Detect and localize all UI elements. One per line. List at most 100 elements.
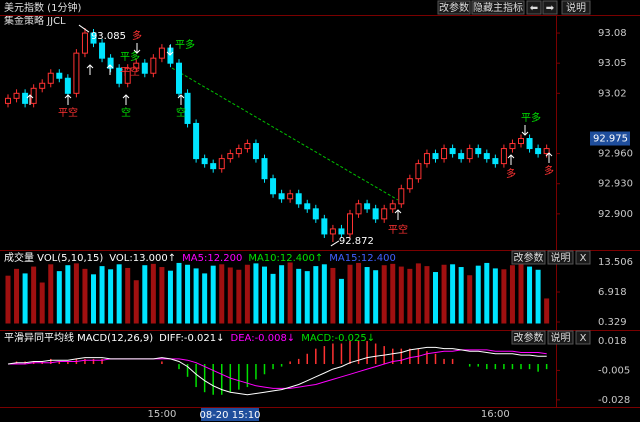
button-frame[interactable] [575,330,591,345]
button-frame[interactable] [471,0,525,15]
candle-body [90,32,97,44]
button-label[interactable]: X [580,333,587,344]
button-label[interactable]: X [580,253,587,264]
button-label[interactable]: 改参数 [514,331,544,344]
volume-bar [210,265,216,324]
button[interactable]: ➡ [542,0,558,15]
volume-bar [91,274,96,324]
volume-bar [253,263,259,324]
button[interactable]: 改参数 [511,330,546,345]
button-frame[interactable] [547,250,574,265]
signal-arrow [166,45,174,56]
strategy-name: 集金策略 JJCL [4,14,66,27]
candle-body [56,72,63,79]
signal-label: 多 [132,29,142,42]
button-frame[interactable] [511,250,546,265]
volume-bar [14,268,20,324]
button-label[interactable]: 说明 [566,1,586,14]
legend-entry: DIFF:-0.021↓ [159,333,224,344]
button[interactable]: 隐藏主指标 [471,0,525,15]
volume-bar [227,267,233,324]
high-label: 93.085 [91,31,126,42]
y-tick-label: 93.08 [598,28,627,39]
button-frame[interactable] [547,330,574,345]
signal-arrow [507,154,515,165]
button[interactable]: 改参数 [511,250,546,265]
volume-bar [433,272,438,324]
candle-body [287,193,294,200]
volume-bar [219,264,225,324]
legend-entry: VOL:13.000↑ [109,253,176,264]
candle-body [398,188,405,205]
volume-bar [65,265,71,324]
volume-bar [492,268,498,324]
instrument-title: 美元指数 (1分钟) [4,1,81,14]
button-frame[interactable] [437,0,471,15]
price-tag-label: 92.975 [593,134,628,145]
y-tick-label: 93.02 [598,88,627,99]
volume-bar [39,282,45,324]
volume-bar [458,267,464,324]
candle-body [133,62,140,69]
candle-body [355,203,362,215]
button-frame[interactable] [575,250,591,265]
volume-bar [22,273,28,324]
volume-bar [202,273,208,324]
button[interactable]: X [575,330,591,345]
cursor-time-box [201,408,259,421]
button-label[interactable]: 改参数 [439,1,469,14]
button-frame[interactable] [542,0,558,15]
y-tick-label: 6.918 [598,287,627,298]
button[interactable]: X [575,250,591,265]
candle-body [107,57,114,69]
volume-bar [262,266,267,324]
signal-arrow [86,64,94,75]
price-tag [590,131,630,146]
button-frame[interactable] [561,0,591,15]
signal-arrow [177,94,185,105]
button[interactable]: 改参数 [437,0,471,15]
button-label[interactable]: 改参数 [514,251,544,264]
volume-bar [338,278,344,324]
button-label[interactable]: ➡ [546,3,555,14]
volume-bar [356,262,362,324]
volume-bar [373,270,379,324]
button[interactable]: 说明 [561,0,591,15]
candle-body [64,77,71,94]
volume-bar [398,266,404,324]
button-label[interactable]: 说明 [551,331,571,344]
button-label[interactable]: 说明 [551,251,571,264]
candle-body [244,143,251,150]
legend-entry: MA10:12.400↑ [248,253,323,264]
button[interactable]: 说明 [547,250,574,265]
candle-body [466,148,473,160]
volume-bar [415,263,421,324]
candle-body [218,158,225,170]
candle-body [5,97,11,104]
volume-bar [5,275,11,324]
volume-bar [116,264,122,324]
button-frame[interactable] [511,330,546,345]
candle-body [30,87,37,104]
volume-bar [167,270,173,324]
high-pointer [78,24,90,33]
candle-body [261,158,268,180]
signal-arrow [122,94,130,105]
volume-bar [48,264,54,324]
signal-arrow [64,94,72,105]
candle-body [535,148,542,155]
button-label[interactable]: 隐藏主指标 [473,1,523,14]
volume-bar [424,266,430,324]
candle-body [99,42,106,59]
signal-label: 空 [176,106,186,119]
button[interactable]: ⬅ [526,0,542,15]
volume-bar [450,264,456,324]
candle-body [184,92,191,124]
button-label[interactable]: ⬅ [530,3,538,14]
dea-line [8,349,547,389]
button[interactable]: 说明 [547,330,574,345]
button-frame[interactable] [526,0,542,15]
y-tick-label: -0.028 [598,395,630,406]
candle-body [158,47,165,59]
candle-body [338,228,345,235]
